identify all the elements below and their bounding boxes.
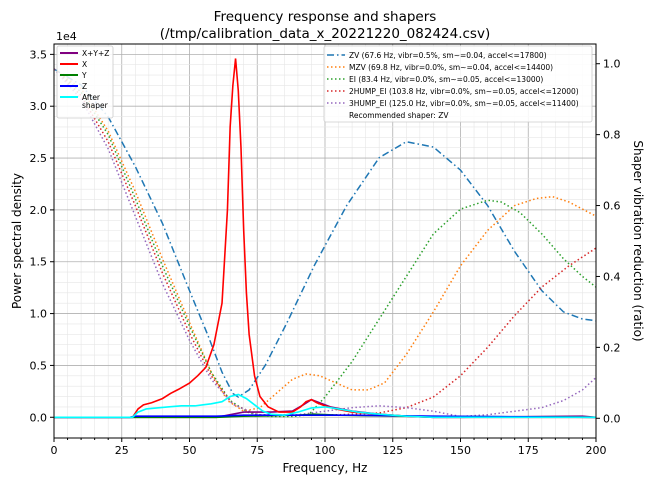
shaper-curves (53, 68, 597, 418)
legend-shapers-box (323, 45, 593, 123)
legend-psd-label: X+Y+Z (82, 49, 109, 58)
legend-psd-label: Y (81, 71, 87, 80)
x-tick-label: 125 (382, 444, 403, 457)
y2-axis-ticks: 0.0 0.2 0.4 0.6 0.8 1.0 (596, 58, 621, 425)
y-tick-label: 1.0 (30, 308, 48, 321)
legend-shaper-label: MZV (69.8 Hz, vibr=0.0%, sm~=0.04, accel… (349, 63, 553, 72)
legend-shaper-label: 3HUMP_EI (125.0 Hz, vibr=0.0%, sm~=0.05,… (349, 99, 579, 108)
y2-tick-label: 0.8 (603, 129, 621, 142)
legend-psd-label: shaper (82, 101, 109, 110)
legend-shaper-label: EI (83.4 Hz, vibr=0.0%, sm~=0.05, accel<… (349, 75, 543, 84)
chart-title: Frequency response and shapers (214, 9, 437, 25)
legend-shapers: ZV (67.6 Hz, vibr=0.5%, sm~=0.04, accel<… (323, 45, 593, 123)
y2-axis-label: Shaper vibration reduction (ratio) (631, 140, 645, 341)
x-tick-label: 150 (450, 444, 471, 457)
x-tick-label: 175 (518, 444, 539, 457)
psd-curves (54, 58, 597, 419)
y2-tick-label: 0.6 (603, 200, 621, 213)
y-tick-label: 2.5 (30, 152, 48, 165)
y-tick-label: 0.5 (30, 359, 48, 372)
shaper-series-line (53, 68, 597, 398)
y-tick-label: 2.0 (30, 204, 48, 217)
shaper-series-line (53, 68, 597, 412)
y2-tick-label: 0.2 (603, 341, 621, 354)
y2-tick-label: 0.4 (603, 270, 621, 283)
psd-series-line (54, 58, 596, 419)
y-multiplier-label: 1e4 (56, 30, 77, 43)
x-tick-label: 75 (250, 444, 264, 457)
y2-tick-label: 1.0 (603, 58, 621, 71)
y-axis-ticks: 0.0 0.5 1.0 1.5 2.0 2.5 3.0 3.5 (30, 48, 54, 424)
shaper-series-line (53, 68, 597, 418)
y-tick-label: 1.5 (30, 256, 48, 269)
chart-subtitle: (/tmp/calibration_data_x_20221220_082424… (160, 26, 490, 42)
psd-series-line (54, 393, 596, 419)
legend-shaper-label: ZV (67.6 Hz, vibr=0.5%, sm~=0.04, accel<… (349, 51, 547, 60)
y-tick-label: 0.0 (30, 411, 48, 424)
x-tick-label: 0 (51, 444, 58, 457)
y-tick-label: 3.5 (30, 48, 48, 61)
x-tick-label: 25 (115, 444, 129, 457)
x-axis-label: Frequency, Hz (283, 461, 368, 475)
y-tick-label: 3.0 (30, 100, 48, 113)
y2-tick-label: 0.0 (603, 412, 621, 425)
legend-psd-label: Z (82, 82, 87, 91)
x-tick-label: 50 (183, 444, 197, 457)
legend-shaper-label: 2HUMP_EI (103.8 Hz, vibr=0.0%, sm~=0.05,… (349, 87, 579, 96)
shaper-series-line (53, 68, 597, 416)
x-tick-label: 200 (586, 444, 607, 457)
y-axis-label: Power spectral density (10, 173, 24, 309)
legend-recommended-shaper: Recommended shaper: ZV (349, 111, 449, 120)
legend-psd-label: After (82, 93, 101, 102)
legend-psd-label: X (82, 60, 87, 69)
x-tick-label: 100 (315, 444, 336, 457)
x-axis-ticks: 0 25 50 75 100 125 150 175 200 (51, 438, 607, 457)
